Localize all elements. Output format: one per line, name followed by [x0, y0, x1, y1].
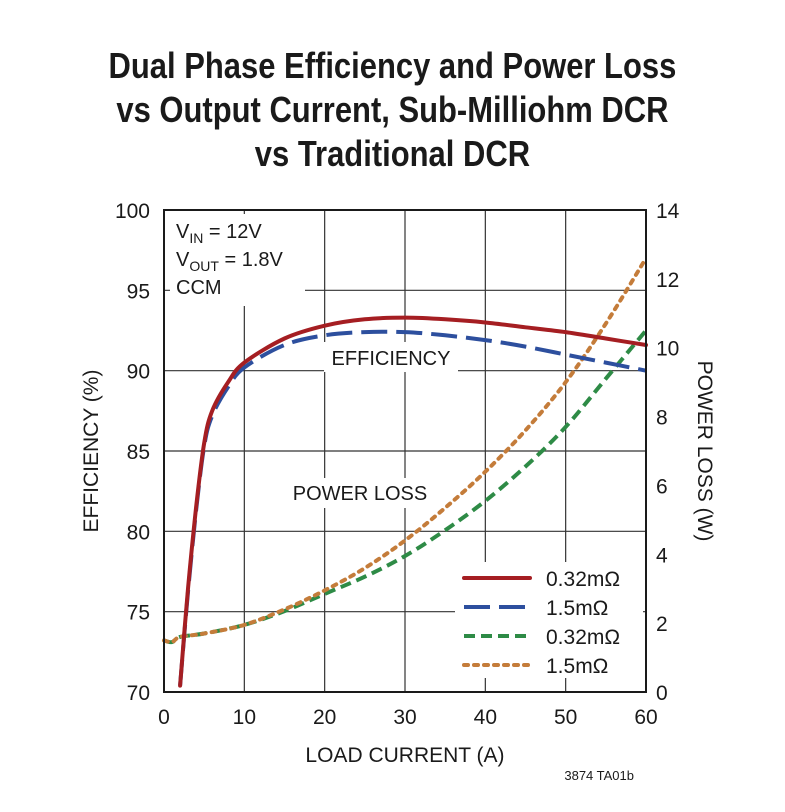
y2-tick-label: 0 — [656, 682, 668, 705]
legend-backdrop — [455, 562, 643, 678]
series-layer — [162, 256, 648, 688]
y2-tick-label: 8 — [656, 407, 668, 430]
legend-label: 0.32mΩ — [546, 568, 620, 591]
y2-axis-label: POWER LOSS (W) — [693, 361, 716, 542]
legend-label: 1.5mΩ — [546, 655, 608, 678]
y2-tick-labels: 0 2 4 6 8 10 12 14 — [656, 200, 680, 705]
x-tick-label: 60 — [634, 706, 657, 729]
power-loss-annotation-backdrop — [284, 478, 436, 508]
power-loss-annotation: POWER LOSS — [293, 483, 427, 505]
x-tick-label: 0 — [158, 706, 170, 729]
series-line-power-loss-b — [162, 256, 648, 645]
efficiency-annotation: EFFICIENCY — [332, 348, 451, 370]
title-line-3: vs Traditional DCR — [254, 133, 531, 174]
x-tick-label: 30 — [393, 706, 416, 729]
chart-title: Dual Phase Efficiency and Power Loss vs … — [55, 44, 730, 176]
x-tick-label: 20 — [313, 706, 336, 729]
title-line-2: vs Output Current, Sub-Milliohm DCR — [116, 89, 669, 130]
x-tick-label: 10 — [233, 706, 256, 729]
mode-label: CCM — [176, 277, 222, 299]
x-tick-labels: 0 10 20 30 40 50 60 — [158, 706, 658, 729]
y-tick-label: 100 — [115, 200, 150, 223]
y-tick-label: 90 — [127, 361, 150, 384]
legend-label: 1.5mΩ — [546, 597, 608, 620]
y2-tick-label: 2 — [656, 613, 668, 636]
plot-frame — [163, 209, 647, 693]
y2-tick-label: 12 — [656, 269, 679, 292]
y2-tick-label: 10 — [656, 338, 679, 361]
series-line-efficiency-a — [178, 315, 648, 688]
y-tick-label: 80 — [127, 521, 150, 544]
y-tick-label: 85 — [127, 441, 150, 464]
figure-code: 3874 TA01b — [564, 768, 634, 783]
legend: 0.32mΩ 1.5mΩ 0.32mΩ 1.5mΩ — [455, 562, 643, 678]
conditions-backdrop — [170, 214, 305, 306]
y2-tick-label: 4 — [656, 544, 668, 567]
y-tick-label: 95 — [127, 280, 150, 303]
y-tick-labels: 70 75 80 85 90 95 100 — [115, 200, 150, 705]
y2-tick-label: 14 — [656, 200, 680, 223]
y2-tick-label: 6 — [656, 475, 668, 498]
y-tick-label: 75 — [127, 602, 150, 625]
y-axis-label: EFFICIENCY (%) — [80, 370, 103, 533]
title-line-1: Dual Phase Efficiency and Power Loss — [108, 45, 677, 86]
y-tick-label: 70 — [127, 682, 150, 705]
vin-label: VIN = 12V — [176, 221, 262, 246]
x-tick-label: 40 — [474, 706, 497, 729]
x-tick-label: 50 — [554, 706, 577, 729]
vout-label: VOUT = 1.8V — [176, 249, 284, 274]
legend-label: 0.32mΩ — [546, 626, 620, 649]
efficiency-annotation-backdrop — [324, 342, 458, 372]
x-axis-label: LOAD CURRENT (A) — [305, 744, 504, 767]
